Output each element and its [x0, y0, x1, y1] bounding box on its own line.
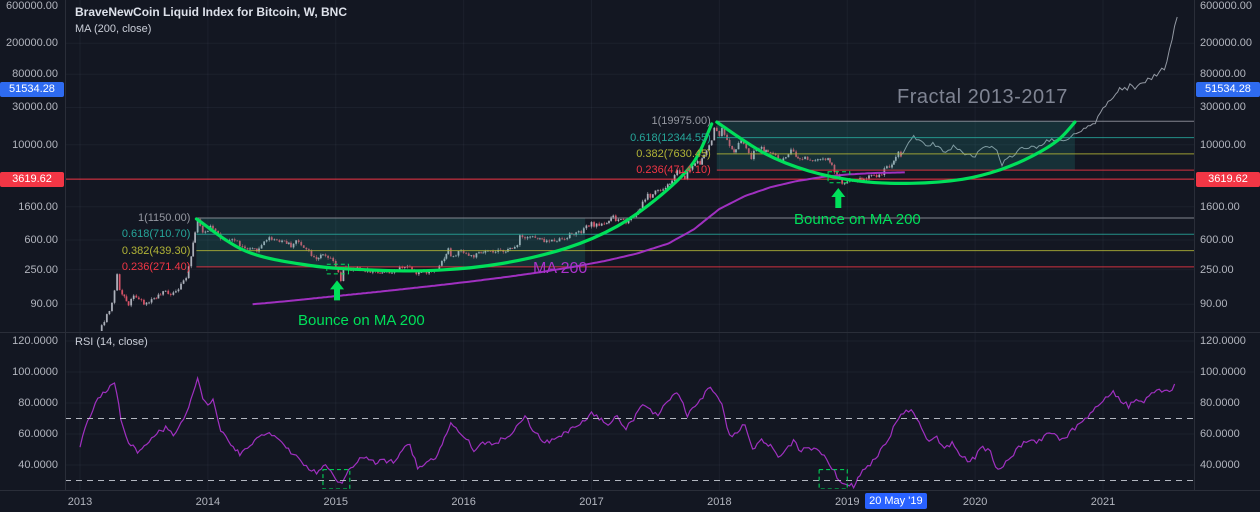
price-tick-label: 200000.00 — [1200, 37, 1252, 50]
price-tick-label: 90.00 — [1200, 298, 1228, 311]
year-label: 2014 — [195, 496, 221, 508]
price-tick-label: 600.00 — [1200, 234, 1234, 246]
alert-price-badge-right: 3619.62 — [1196, 171, 1260, 187]
price-tick-label: 80000.00 — [12, 68, 58, 81]
rsi-tick-label: 100.0000 — [1200, 366, 1246, 378]
symbol-title[interactable]: BraveNewCoin Liquid Index for Bitcoin, W… — [75, 5, 348, 19]
price-tick-label: 200000.00 — [6, 37, 58, 50]
rsi-indicator-legend[interactable]: RSI (14, close) — [75, 336, 148, 348]
rsi-tick-label: 80.0000 — [1200, 397, 1240, 409]
year-label: 2018 — [707, 496, 732, 508]
last-price-badge-left: 51534.28 — [0, 81, 64, 97]
year-label: 2016 — [451, 496, 476, 508]
fib-level-label: 0.236(4714.10) — [636, 164, 711, 177]
year-label: 2013 — [67, 496, 93, 508]
fib-level-label: 0.382(439.30) — [121, 244, 191, 257]
price-tick-label: 90.00 — [30, 298, 58, 311]
price-tick-label: 250.00 — [24, 263, 58, 276]
price-tick-label: 250.00 — [1200, 263, 1234, 276]
fib-level-label: 0.618(12344.55) — [630, 131, 711, 144]
price-tick-label: 30000.00 — [12, 101, 58, 114]
ma200-line-label[interactable]: MA 200 — [533, 260, 588, 277]
rsi-tick-label: 40.0000 — [18, 459, 58, 471]
price-tick-label: 600000.00 — [6, 0, 58, 13]
last-price-badge-right: 51534.28 — [1196, 81, 1260, 97]
fib-level-label: 0.382(7630.45) — [636, 147, 711, 160]
year-label: 2021 — [1090, 496, 1116, 508]
grid-lines — [65, 0, 1195, 490]
left-price-axis[interactable]: 600000.00 200000.00 80000.00 30000.00 10000.… — [0, 0, 65, 490]
year-label: 2017 — [579, 496, 604, 508]
price-tick-label: 80000.00 — [1200, 68, 1246, 81]
year-label: 2020 — [962, 496, 988, 508]
price-tick-label: 1600.00 — [1200, 200, 1240, 213]
price-tick-label: 30000.00 — [1200, 101, 1246, 114]
bounce-annotation-1[interactable]: Bounce on MA 200 — [298, 312, 425, 329]
year-label: 2015 — [323, 496, 348, 508]
rsi-tick-label: 80.0000 — [18, 397, 58, 409]
ma-indicator-legend[interactable]: MA (200, close) — [75, 23, 152, 35]
rsi-tick-label: 100.0000 — [12, 366, 58, 378]
right-price-axis[interactable]: 600000.00 200000.00 80000.00 30000.00 10000.… — [1195, 0, 1260, 490]
alert-price-badge-left: 3619.62 — [0, 171, 64, 187]
fib-level-label: 1(1150.00) — [137, 211, 191, 224]
fib-level-label: 0.236(271.40) — [121, 260, 191, 273]
bounce-annotation-2[interactable]: Bounce on MA 200 — [794, 211, 921, 228]
fractal-annotation-label[interactable]: Fractal 2013-2017 — [897, 86, 1068, 108]
price-tick-label: 600000.00 — [1200, 0, 1252, 13]
time-axis[interactable]: 2013 2014 2015 2016 2017 2018 2019 2020 2021 — [0, 490, 1260, 512]
price-tick-label: 10000.00 — [12, 138, 58, 151]
rsi-tick-label: 60.0000 — [18, 428, 58, 440]
date-badge: 20 May '19 — [864, 493, 927, 509]
rsi-tick-label: 60.0000 — [1200, 428, 1240, 440]
price-tick-label: 600.00 — [24, 234, 58, 246]
rsi-tick-label: 120.0000 — [12, 335, 58, 347]
fib-level-label: 1(19975.00) — [651, 115, 711, 128]
price-panel — [65, 16, 1195, 331]
price-tick-label: 10000.00 — [1200, 138, 1246, 151]
rsi-tick-label: 120.0000 — [1200, 335, 1246, 347]
rsi-panel — [65, 375, 1195, 489]
year-label: 2019 — [835, 496, 860, 508]
fib-level-label: 0.618(710.70) — [121, 228, 191, 241]
rsi-tick-label: 40.0000 — [1200, 459, 1240, 471]
price-tick-label: 1600.00 — [18, 200, 58, 213]
